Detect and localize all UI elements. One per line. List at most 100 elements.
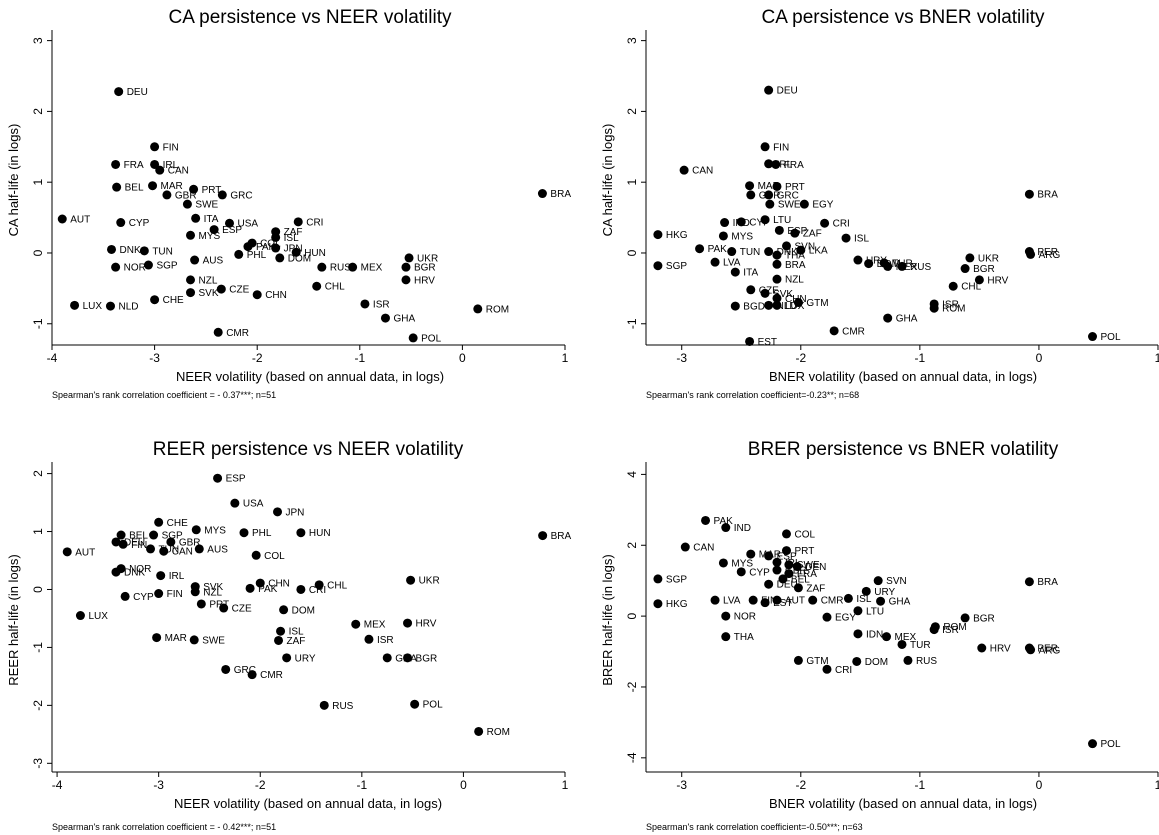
point-label: HRV — [987, 275, 1008, 286]
point-label: IRL — [169, 571, 185, 582]
data-point — [382, 653, 392, 663]
point-label: CYP — [749, 567, 770, 578]
data-point — [190, 255, 200, 265]
data-point — [745, 336, 755, 346]
point-label: DEU — [777, 86, 798, 97]
point-label: CMR — [821, 596, 844, 607]
data-point — [1024, 189, 1034, 199]
data-point — [156, 571, 166, 581]
x-tick-label: -3 — [149, 351, 160, 365]
data-point — [653, 230, 663, 240]
data-point — [782, 546, 792, 556]
point-label: BGR — [414, 263, 436, 274]
point-label: CZE — [229, 285, 249, 296]
data-point — [282, 653, 292, 663]
spearman-note: Spearman's rank correlation coefficient … — [52, 390, 276, 400]
data-point — [746, 190, 756, 200]
y-tick-label: 1 — [31, 528, 45, 535]
data-point — [897, 261, 907, 271]
data-point — [1026, 645, 1036, 655]
data-point — [111, 537, 121, 547]
point-label: RUS — [910, 262, 931, 273]
chart-title: CA persistence vs BNER volatility — [762, 7, 1045, 28]
data-point — [861, 586, 871, 596]
point-label: PAK — [256, 242, 276, 253]
point-label: ITA — [204, 214, 219, 225]
point-label: FRA — [784, 160, 804, 171]
point-label: GRC — [230, 190, 252, 201]
y-tick-label: 0 — [625, 249, 639, 256]
point-label: GRC — [777, 190, 799, 201]
point-label: IDN — [866, 629, 883, 640]
point-label: SVK — [773, 289, 793, 300]
data-point — [745, 181, 755, 191]
y-axis-label: REER half-life (in logs) — [6, 554, 21, 686]
data-point — [784, 569, 794, 579]
data-point — [404, 253, 414, 263]
data-point — [760, 288, 770, 298]
data-point — [150, 142, 160, 152]
chart-title: BRER persistence vs BNER volatility — [748, 439, 1059, 460]
point-label: ROM — [942, 304, 965, 315]
panel-reer-neer: REER persistence vs NEER volatility NEER… — [6, 439, 572, 832]
y-tick-label: 1 — [31, 179, 45, 186]
data-point — [275, 253, 285, 263]
point-label: CRI — [306, 217, 323, 228]
point-label: SWE — [778, 200, 801, 211]
point-label: GBR — [179, 537, 201, 548]
data-point — [271, 243, 281, 253]
point-label: CAN — [168, 166, 189, 177]
point-label: NLD — [118, 302, 138, 313]
x-axis-label: NEER volatility (based on annual data, i… — [176, 369, 444, 384]
data-point — [843, 593, 853, 603]
data-point — [960, 264, 970, 274]
point-label: AUS — [207, 544, 228, 555]
point-label: ZAF — [803, 229, 822, 240]
data-point — [730, 267, 740, 277]
data-point — [380, 313, 390, 323]
data-point — [112, 182, 122, 192]
point-label: GHA — [896, 314, 918, 325]
point-label: ESP — [222, 225, 242, 236]
point-label: ROM — [943, 622, 966, 633]
point-label: CYP — [133, 592, 154, 603]
point-label: DEN — [805, 562, 826, 573]
point-label: DNK — [777, 247, 798, 258]
point-label: CRI — [833, 219, 850, 230]
data-point — [217, 190, 227, 200]
point-label: AUT — [785, 596, 805, 607]
point-label: HRV — [414, 275, 435, 286]
data-point — [410, 699, 420, 709]
point-label: MYS — [204, 525, 226, 536]
point-label: SGP — [162, 531, 183, 542]
data-point — [120, 591, 130, 601]
point-label: PRT — [209, 599, 229, 610]
point-label: CMR — [226, 328, 249, 339]
point-label: TUN — [740, 247, 761, 258]
point-label: ISR — [373, 299, 390, 310]
data-point — [293, 217, 303, 227]
point-label: HRV — [416, 619, 437, 630]
data-point — [111, 567, 121, 577]
data-point — [808, 595, 818, 605]
point-label: DOM — [865, 657, 888, 668]
data-point — [360, 299, 370, 309]
data-point — [772, 274, 782, 284]
point-label: POL — [1101, 739, 1121, 750]
scatter-plot-area: -4 -3 -2 -1 0 1 -3 -2 -1 0 1 2 ESP USA JPN CHE MYS PHL HUN… — [31, 462, 572, 792]
point-label: GHA — [393, 314, 415, 325]
point-label: IND — [734, 523, 751, 534]
point-label: LUX — [88, 611, 108, 622]
data-point — [189, 184, 199, 194]
data-point — [653, 599, 663, 609]
x-tick-label: -3 — [153, 778, 164, 792]
point-label: ROM — [487, 727, 510, 738]
point-label: PAK — [708, 244, 728, 255]
data-point — [154, 517, 164, 527]
data-point — [213, 327, 223, 337]
point-label: TUR — [910, 640, 931, 651]
data-point — [403, 653, 413, 663]
point-label: URY — [866, 256, 887, 267]
data-point — [182, 199, 192, 209]
y-tick-label: 4 — [625, 471, 639, 478]
